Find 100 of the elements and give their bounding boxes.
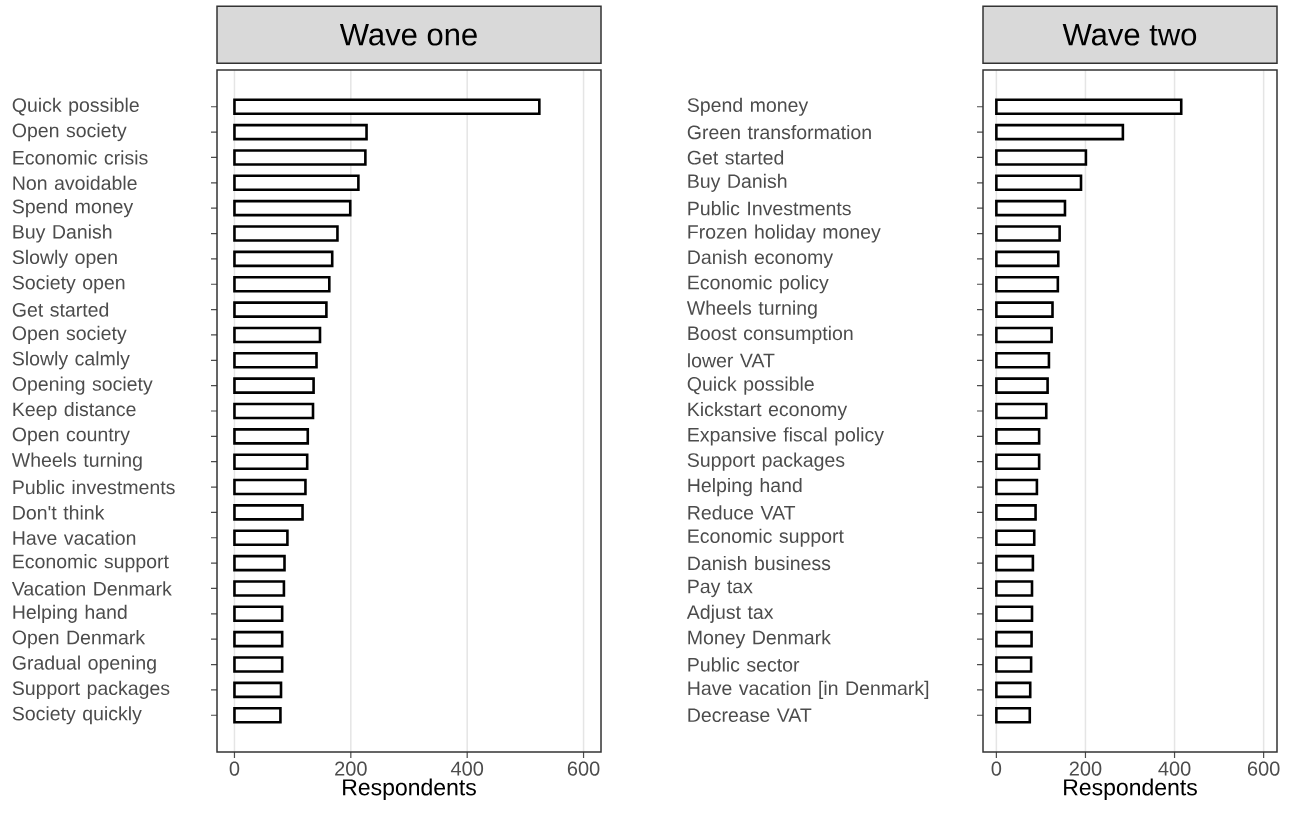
y-tick-label: Non avoidable xyxy=(13,175,137,190)
bar xyxy=(995,428,1041,445)
bar xyxy=(995,351,1051,369)
y-tick-label: Green transformation xyxy=(687,124,871,140)
bar xyxy=(233,326,322,344)
bar xyxy=(233,554,286,572)
x-tick-label: 400 xyxy=(450,761,484,776)
y-tick-label: Support packages xyxy=(12,680,170,699)
x-tick-label: 0 xyxy=(229,761,240,776)
y-tick-label: Wheels turning xyxy=(11,452,142,471)
y-tick-label: Pay tax xyxy=(688,579,753,598)
bar xyxy=(995,98,1183,116)
y-tick-label: Slowly open xyxy=(12,249,117,268)
y-tick-label: Keep distance xyxy=(13,401,136,421)
bar xyxy=(995,149,1088,166)
y-tick-label: Frozen holiday money xyxy=(688,224,881,243)
x-tick-label: 400 xyxy=(1158,761,1191,776)
y-tick-label: Decrease VAT xyxy=(688,708,812,723)
bar xyxy=(995,580,1034,597)
y-tick-label: Support packages xyxy=(687,452,845,471)
bar xyxy=(233,478,307,496)
bar xyxy=(233,580,286,597)
bar xyxy=(995,630,1033,648)
x-axis-title: Respondents xyxy=(1064,778,1197,800)
bar xyxy=(995,504,1037,521)
bar xyxy=(995,301,1054,318)
bar xyxy=(233,681,283,699)
y-tick-label: Have vacation [in Denmark] xyxy=(688,680,929,699)
bar xyxy=(233,275,331,293)
bar xyxy=(233,453,309,470)
y-tick-label: Public sector xyxy=(688,657,800,672)
bar xyxy=(233,199,352,217)
y-tick-label: Open society xyxy=(12,123,127,142)
bar xyxy=(233,605,284,623)
y-tick-label: Danish economy xyxy=(688,249,834,268)
bar xyxy=(995,250,1060,268)
bar xyxy=(995,174,1083,192)
y-tick-label: Get started xyxy=(12,302,109,317)
y-tick-label: Spend money xyxy=(12,199,134,218)
y-tick-label: Helping hand xyxy=(13,604,127,623)
bar xyxy=(233,225,339,242)
bar xyxy=(233,402,315,420)
y-tick-label: Money Denmark xyxy=(688,630,831,649)
y-tick-label: Opening society xyxy=(12,376,153,395)
bar xyxy=(233,149,367,166)
bar xyxy=(995,326,1053,344)
bar xyxy=(995,681,1032,699)
y-tick-label: Slowly calmly xyxy=(12,351,130,370)
y-tick-label: Have vacation xyxy=(13,530,136,545)
y-tick-label: Buy Danish xyxy=(688,173,787,192)
y-tick-label: Boost consumption xyxy=(688,325,853,345)
y-tick-label: Economic policy xyxy=(688,275,829,294)
chart-title: Wave one xyxy=(339,23,477,46)
bar xyxy=(995,123,1125,141)
bar xyxy=(233,630,284,648)
x-tick-label: 0 xyxy=(991,761,1002,776)
y-tick-label: Economic crisis xyxy=(13,150,148,165)
y-tick-label: Society quickly xyxy=(12,706,142,725)
bar xyxy=(995,478,1039,496)
bar xyxy=(233,174,360,192)
y-tick-label: Kickstart economy xyxy=(688,401,848,421)
bar xyxy=(995,402,1048,420)
y-tick-label: Open country xyxy=(12,427,130,446)
x-tick-label: 600 xyxy=(1247,761,1280,776)
y-tick-label: Gradual opening xyxy=(12,655,156,674)
y-tick-label: Spend money xyxy=(687,97,809,116)
bar xyxy=(233,351,318,369)
bar xyxy=(233,529,289,547)
bar xyxy=(995,605,1034,623)
bar xyxy=(995,554,1035,572)
bar xyxy=(995,275,1060,293)
y-tick-label: Public Investments xyxy=(688,201,851,216)
bar xyxy=(995,377,1049,394)
bar xyxy=(233,706,282,724)
bar xyxy=(995,453,1041,470)
bar xyxy=(233,656,284,673)
y-tick-label: Economic support xyxy=(688,528,844,547)
bar xyxy=(233,301,328,318)
x-tick-label: 600 xyxy=(567,761,600,776)
y-tick-label: Wheels turning xyxy=(686,300,817,319)
y-tick-label: Public investments xyxy=(13,479,175,495)
bar xyxy=(995,656,1033,673)
y-tick-label: Quick possible xyxy=(12,97,139,116)
bar xyxy=(995,225,1061,242)
y-tick-label: lower VAT xyxy=(688,353,775,368)
y-tick-label: Open society xyxy=(12,325,127,345)
bar xyxy=(233,504,304,521)
x-tick-label: 200 xyxy=(335,761,367,776)
bar xyxy=(995,706,1032,724)
bar xyxy=(233,428,310,445)
y-tick-label: Vacation Denmark xyxy=(11,581,172,596)
bar xyxy=(233,98,541,116)
y-tick-label: Get started xyxy=(687,150,784,165)
x-tick-label: 200 xyxy=(1069,761,1102,776)
bar xyxy=(233,377,315,394)
y-tick-label: Don't think xyxy=(13,505,105,520)
y-tick-label: Quick possible xyxy=(687,376,814,395)
x-axis-title: Respondents xyxy=(343,778,476,800)
y-tick-label: Open Denmark xyxy=(12,630,146,649)
y-tick-label: Reduce VAT xyxy=(688,505,796,520)
